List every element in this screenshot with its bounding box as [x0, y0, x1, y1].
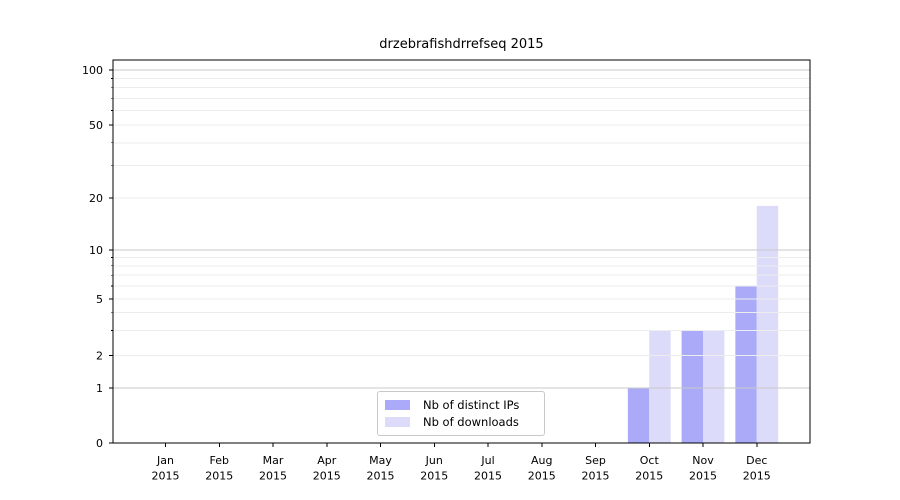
x-tick-label-month: Jan: [156, 454, 174, 467]
x-tick-label-year: 2015: [635, 470, 663, 483]
bar-distinct-ips-dec: [735, 286, 757, 443]
bar-downloads-dec: [756, 205, 779, 443]
y-tick-label: 10: [89, 244, 103, 257]
bar-downloads-oct: [649, 330, 671, 443]
x-tick-label-year: 2015: [689, 470, 717, 483]
x-tick-label-month: Nov: [692, 454, 714, 467]
x-tick-label-year: 2015: [474, 470, 502, 483]
legend-item-downloads: Nb of downloads: [385, 414, 536, 430]
x-tick-label-year: 2015: [205, 470, 233, 483]
y-tick-label: 20: [89, 192, 103, 205]
legend-swatch-distinct-ips: [385, 400, 410, 411]
legend: Nb of distinct IPs Nb of downloads: [377, 391, 545, 436]
x-tick-label-month: Dec: [746, 454, 767, 467]
x-tick-label-month: Oct: [640, 454, 660, 467]
bar-distinct-ips-oct: [627, 388, 650, 443]
x-tick-label-year: 2015: [743, 470, 771, 483]
y-tick-label: 100: [82, 64, 103, 77]
legend-label-distinct-ips: Nb of distinct IPs: [423, 398, 520, 413]
y-tick-label: 2: [96, 349, 103, 362]
axes-spines: [112, 59, 811, 444]
x-tick-label-month: Jul: [480, 454, 494, 467]
x-tick-label-year: 2015: [313, 470, 341, 483]
x-tick-label-year: 2015: [582, 470, 610, 483]
x-tick-label-month: Feb: [210, 454, 229, 467]
legend-label-downloads: Nb of downloads: [423, 414, 519, 429]
y-tick-label: 0: [96, 437, 103, 450]
legend-swatch-downloads: [385, 416, 410, 427]
x-tick-label-month: Aug: [531, 454, 552, 467]
chart-title: drzebrafishdrrefseq 2015: [379, 37, 544, 52]
bar-downloads-nov: [703, 330, 725, 443]
x-tick-label-month: Mar: [263, 454, 284, 467]
x-tick-label-year: 2015: [152, 470, 180, 483]
x-tick-label-year: 2015: [367, 470, 395, 483]
x-tick-label-month: Sep: [585, 454, 606, 467]
legend-item-distinct-ips: Nb of distinct IPs: [385, 397, 536, 413]
x-tick-label-year: 2015: [528, 470, 556, 483]
bar-distinct-ips-nov: [681, 330, 703, 443]
y-tick-label: 1: [96, 382, 103, 395]
y-tick-label: 50: [89, 119, 103, 132]
x-tick-label-month: Apr: [317, 454, 337, 467]
x-tick-label-month: Jun: [425, 454, 443, 467]
y-tick-label: 5: [96, 293, 103, 306]
x-tick-label-year: 2015: [259, 470, 287, 483]
x-tick-label-year: 2015: [420, 470, 448, 483]
x-tick-label-month: May: [369, 454, 392, 467]
